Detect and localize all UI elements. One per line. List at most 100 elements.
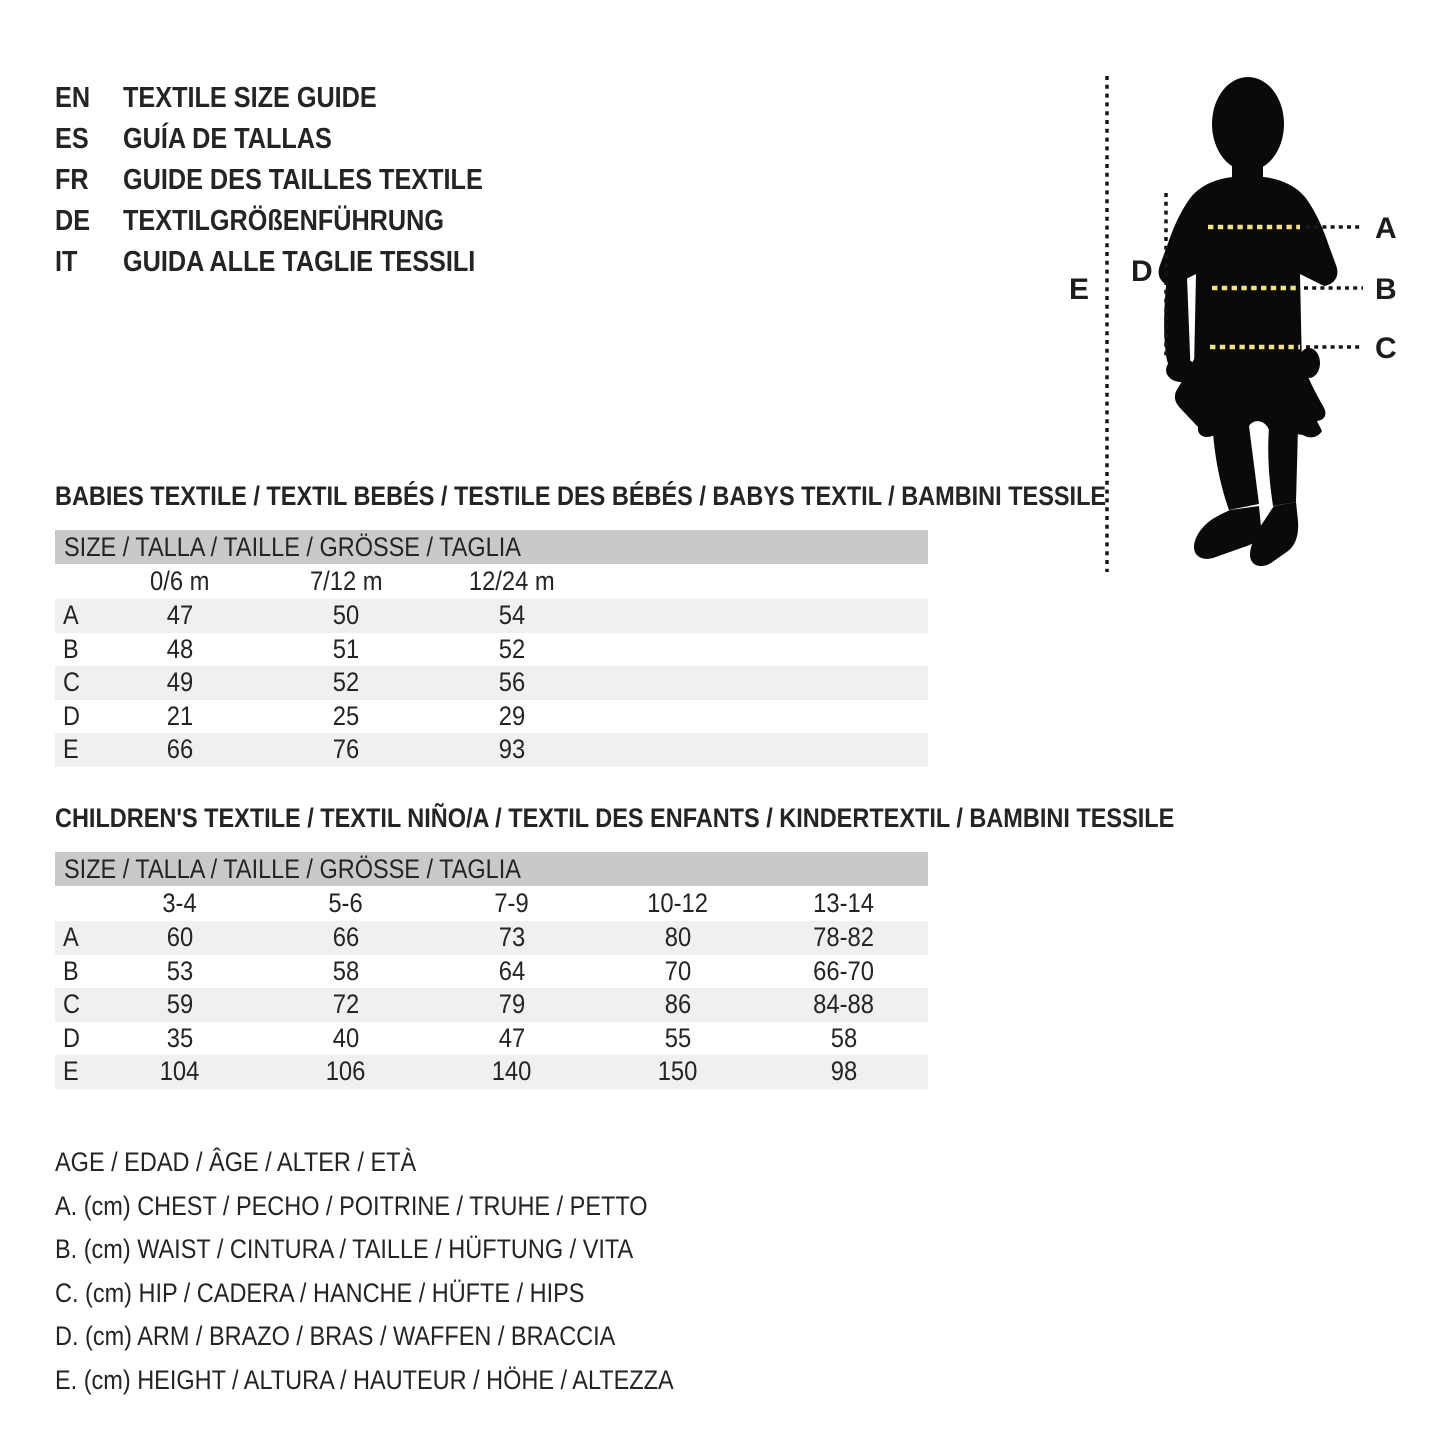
table-cell: 72	[332, 989, 360, 1020]
table-cell: 60	[166, 922, 194, 953]
column-header: 10-12	[647, 888, 709, 918]
column-header: 7/12 m	[309, 566, 383, 596]
table-row: D 35 40 47 55 58	[55, 1022, 928, 1056]
table-cell: 93	[498, 734, 526, 765]
row-label: D	[63, 1022, 80, 1053]
table-cell: 54	[498, 600, 526, 631]
column-header: 3-4	[162, 888, 198, 918]
table-cell: 47	[498, 1022, 526, 1053]
table-cell: 73	[498, 922, 526, 953]
table-cell: 86	[664, 989, 692, 1020]
language-row: ES GUÍA DE TALLAS	[55, 119, 537, 160]
language-code: IT	[55, 246, 78, 278]
language-code: ES	[55, 123, 89, 155]
table-cell: 49	[166, 667, 194, 698]
column-header: 5-6	[328, 888, 364, 918]
legend-line: A. (cm) CHEST / PECHO / POITRINE / TRUHE…	[55, 1190, 648, 1221]
table-cell: 78-82	[813, 922, 875, 953]
language-title: GUIDA ALLE TAGLIE TESSILI	[123, 246, 476, 278]
row-label: A	[63, 922, 79, 953]
table-cell: 52	[498, 633, 526, 664]
table-cell: 47	[166, 600, 194, 631]
table-cell: 64	[498, 955, 526, 986]
size-header-band: SIZE / TALLA / TAILLE / GRÖSSE / TAGLIA	[55, 530, 928, 564]
babies-section-title: BABIES TEXTILE / TEXTIL BEBÉS / TESTILE …	[55, 481, 1107, 511]
row-label: C	[63, 989, 80, 1020]
table-cell: 66	[332, 922, 360, 953]
size-header-band: SIZE / TALLA / TAILLE / GRÖSSE / TAGLIA	[55, 852, 928, 886]
language-title: TEXTILE SIZE GUIDE	[123, 82, 377, 114]
table-cell: 56	[498, 667, 526, 698]
table-row: E 104 106 140 150 98	[55, 1055, 928, 1089]
column-header-row: 3-4 5-6 7-9 10-12 13-14	[55, 886, 928, 921]
column-header: 7-9	[494, 888, 530, 918]
table-cell: 58	[332, 955, 360, 986]
child-silhouette	[1158, 77, 1338, 567]
table-cell: 51	[332, 633, 360, 664]
table-row: A 47 50 54	[55, 599, 928, 633]
language-code: EN	[55, 82, 91, 114]
row-label: B	[63, 633, 79, 664]
table-cell: 21	[166, 700, 194, 731]
table-cell: 106	[326, 1056, 366, 1087]
table-cell: 25	[332, 700, 360, 731]
table-cell: 59	[166, 989, 194, 1020]
table-row: B 53 58 64 70 66-70	[55, 955, 928, 989]
language-row: FR GUIDE DES TAILLES TEXTILE	[55, 160, 537, 201]
measure-label-a: A	[1375, 212, 1397, 245]
language-code: FR	[55, 164, 89, 196]
table-row: C 49 52 56	[55, 666, 928, 700]
row-label: E	[63, 734, 79, 765]
measurement-legend: AGE / EDAD / ÂGE / ALTER / ETÀ A. (cm) C…	[55, 1141, 766, 1402]
table-cell: 98	[830, 1056, 858, 1087]
column-header: 0/6 m	[150, 566, 210, 596]
table-cell: 55	[664, 1022, 692, 1053]
legend-line: AGE / EDAD / ÂGE / ALTER / ETÀ	[55, 1147, 417, 1178]
legend-line: E. (cm) HEIGHT / ALTURA / HAUTEUR / HÖHE…	[55, 1364, 674, 1395]
language-code: DE	[55, 205, 91, 237]
language-row: DE TEXTILGRÖßENFÜHRUNG	[55, 201, 537, 242]
babies-table-body: A 47 50 54 B 48 51 52 C 49 52 56 D 21 25 29 E 66 76 93	[55, 599, 928, 767]
legend-line: C. (cm) HIP / CADERA / HANCHE / HÜFTE / …	[55, 1277, 585, 1308]
table-cell: 70	[664, 955, 692, 986]
table-cell: 76	[332, 734, 360, 765]
legend-line: B. (cm) WAIST / CINTURA / TAILLE / HÜFTU…	[55, 1234, 634, 1265]
table-cell: 48	[166, 633, 194, 664]
language-row: IT GUIDA ALLE TAGLIE TESSILI	[55, 242, 537, 283]
table-cell: 84-88	[813, 989, 875, 1020]
language-title: TEXTILGRÖßENFÜHRUNG	[123, 205, 444, 237]
table-cell: 79	[498, 989, 526, 1020]
language-title: GUIDE DES TAILLES TEXTILE	[123, 164, 483, 196]
table-cell: 66-70	[813, 955, 875, 986]
language-title: GUÍA DE TALLAS	[123, 123, 332, 155]
children-table: SIZE / TALLA / TAILLE / GRÖSSE / TAGLIA …	[55, 852, 928, 1089]
column-header: 13-14	[813, 888, 875, 918]
table-cell: 40	[332, 1022, 360, 1053]
row-label: E	[63, 1056, 79, 1087]
legend-line: D. (cm) ARM / BRAZO / BRAS / WAFFEN / BR…	[55, 1321, 616, 1352]
table-cell: 104	[160, 1056, 200, 1087]
table-cell: 52	[332, 667, 360, 698]
row-label: A	[63, 600, 79, 631]
table-cell: 140	[492, 1056, 532, 1087]
language-row: EN TEXTILE SIZE GUIDE	[55, 78, 537, 119]
table-row: B 48 51 52	[55, 633, 928, 667]
table-cell: 29	[498, 700, 526, 731]
table-row: A 60 66 73 80 78-82	[55, 921, 928, 955]
row-label: D	[63, 700, 80, 731]
table-cell: 53	[166, 955, 194, 986]
measure-label-d: D	[1131, 255, 1153, 288]
table-cell: 150	[658, 1056, 698, 1087]
table-cell: 80	[664, 922, 692, 953]
language-header: EN TEXTILE SIZE GUIDE ES GUÍA DE TALLAS …	[55, 78, 537, 283]
table-cell: 58	[830, 1022, 858, 1053]
table-cell: 66	[166, 734, 194, 765]
table-cell: 35	[166, 1022, 194, 1053]
column-header: 12/24 m	[469, 566, 555, 596]
measure-label-c: C	[1375, 332, 1397, 365]
children-table-body: A 60 66 73 80 78-82 B 53 58 64 70 66-70 C 59 72 79 86 84-…	[55, 921, 928, 1089]
table-row: D 21 25 29	[55, 700, 928, 734]
size-diagram: A B C D E	[1069, 76, 1397, 572]
measure-label-e: E	[1069, 273, 1089, 306]
